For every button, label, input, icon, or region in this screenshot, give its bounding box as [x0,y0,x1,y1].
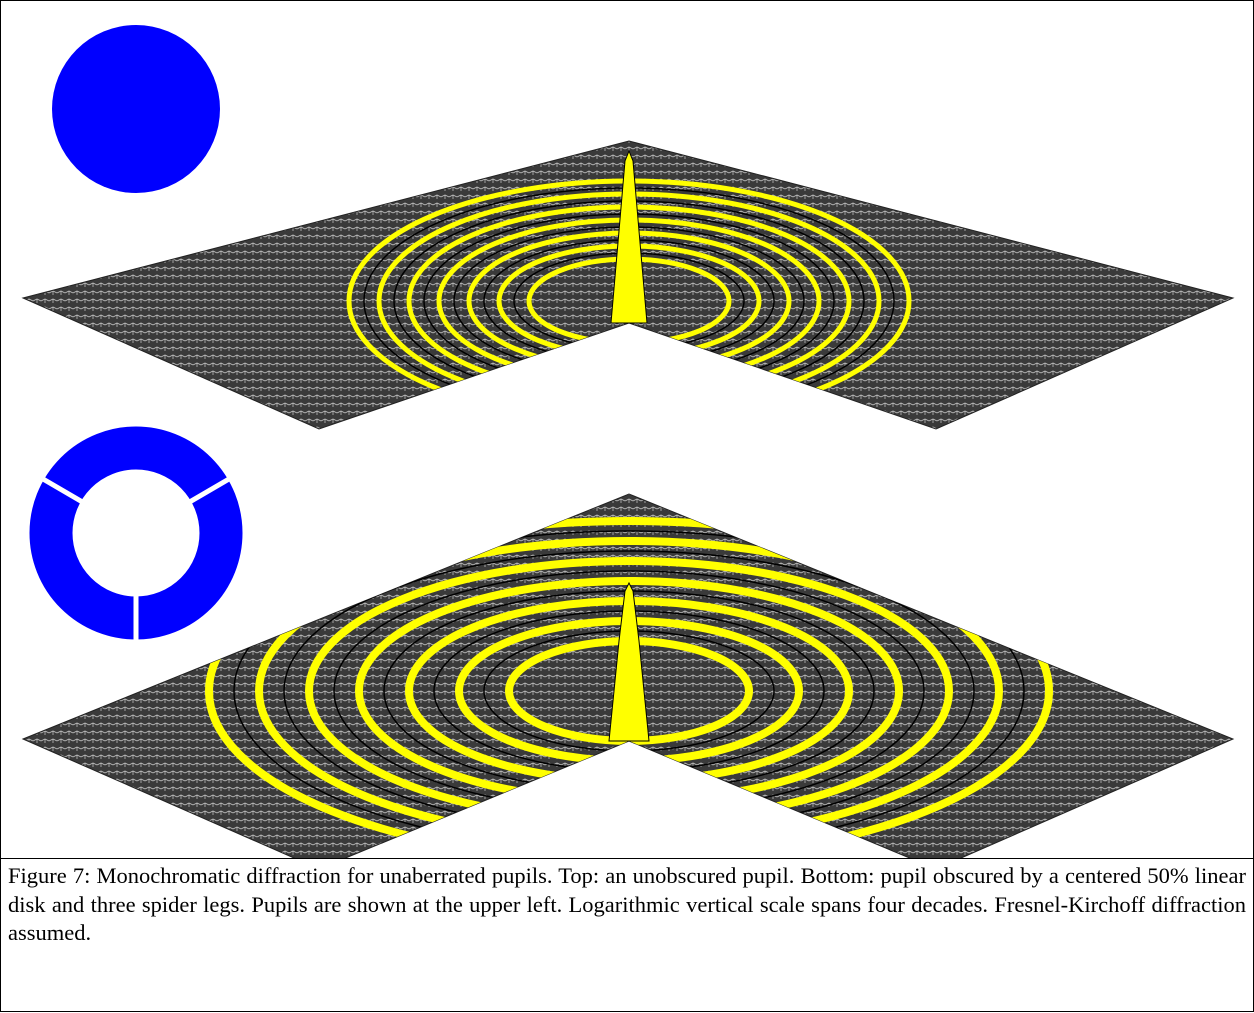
caption: Figure 7: Monochromatic diffraction for … [0,858,1254,1012]
figure [0,0,1254,859]
pupil-obscured [31,448,241,641]
pupil-unobscured [52,25,220,193]
page: Figure 7: Monochromatic diffraction for … [0,0,1254,1013]
